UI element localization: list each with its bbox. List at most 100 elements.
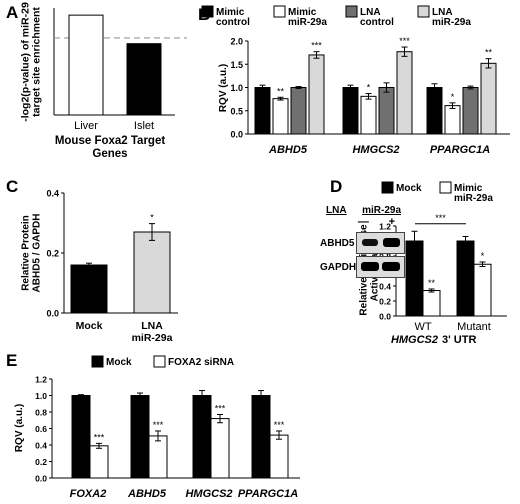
bar <box>456 240 475 317</box>
y-tick-label: 0.4 <box>379 282 391 292</box>
blot-sign-plus: + <box>388 216 396 228</box>
bar <box>360 95 377 135</box>
bar <box>126 43 162 116</box>
y-tick-label: 0.0 <box>35 474 47 484</box>
y-axis-label: RQV (a.u.) <box>14 404 25 452</box>
bar <box>462 87 479 135</box>
bar <box>290 87 307 135</box>
legend-swatch <box>91 355 104 368</box>
y-tick-label: 0.6 <box>35 424 47 434</box>
x-tick-label: miR-29a <box>132 332 173 344</box>
x-tick-label: WT <box>414 321 431 333</box>
y-tick-label: 0.4 <box>46 189 59 199</box>
blot-header: LNA miR-29a <box>320 205 405 216</box>
blot-header-mir: miR-29a <box>362 205 401 216</box>
y-tick-label: 0.5 <box>230 106 243 116</box>
legend-label: Mock <box>396 183 422 194</box>
x-tick-label: ABHD5 <box>127 488 167 500</box>
chart-panel-e: 0.0 0.2 0.4 0.6 0.8 1.0 1.2 RQV (a.u.) Mock FOXA2… <box>14 355 300 500</box>
bar <box>308 54 325 135</box>
y-axis-label: -log2(p-value) of miR-29target site enri… <box>20 2 43 122</box>
x-tick-label: Islet <box>134 120 154 132</box>
bar <box>130 395 150 479</box>
bar <box>405 240 424 317</box>
x-tick-label: Liver <box>74 120 98 132</box>
x-tick-label: PPARGC1A <box>430 144 490 156</box>
bar <box>70 264 108 314</box>
significance-label: *** <box>215 403 226 413</box>
blot-header-lna: LNA <box>326 205 347 216</box>
y-tick-label: 2.0 <box>230 37 243 47</box>
legend-label: LNA <box>360 7 381 18</box>
bar <box>210 418 230 479</box>
bar <box>192 395 212 479</box>
legend-label: FOXA2 siRNA <box>168 357 234 368</box>
bar <box>71 395 91 479</box>
blot-band-image <box>356 256 405 278</box>
y-tick-label: 1.2 <box>35 375 47 385</box>
x-tick-label: PPARGC1A <box>238 488 298 500</box>
legend-swatch <box>273 5 286 18</box>
bar <box>272 98 289 135</box>
blot-band-image <box>355 232 405 254</box>
legend-label: Mimic <box>216 7 245 18</box>
y-tick-label: 0.8 <box>35 408 47 418</box>
chart-panel-c: 0.0 0.2 0.4 Relative ProteinABHD5 / GAPDH Mo… <box>21 189 178 344</box>
panel-letter-a: A <box>6 3 19 22</box>
bar <box>251 395 271 479</box>
bar <box>342 87 359 135</box>
bar <box>426 87 443 135</box>
blot-sign-minus: — <box>357 216 369 228</box>
bar <box>254 87 271 135</box>
bar <box>422 290 441 317</box>
legend-swatch <box>153 355 166 368</box>
y-tick-label: 0.2 <box>379 297 391 307</box>
significance-label: * <box>451 92 455 102</box>
blot-lane-signs: — + <box>320 216 405 230</box>
significance-label: *** <box>153 420 164 430</box>
legend-swatch <box>417 5 430 18</box>
bar <box>444 105 461 135</box>
significance-label: ** <box>277 86 285 96</box>
bar <box>378 87 395 135</box>
significance-label: ** <box>485 48 493 58</box>
significance-label: * <box>481 251 485 261</box>
legend-label: LNA <box>432 7 453 18</box>
y-tick-label: 0.4 <box>35 441 47 451</box>
bracket-significance-label: *** <box>435 213 446 223</box>
blot-row-gapdh: GAPDH <box>320 256 405 278</box>
bar <box>269 434 289 479</box>
y-axis-label: Relative ProteinABHD5 / GAPDH <box>21 214 43 293</box>
panel-letter-c: C <box>6 177 19 196</box>
legend-label: miR-29a <box>288 17 327 28</box>
y-tick-label: 1.2 <box>379 222 391 232</box>
legend-swatch <box>345 5 358 18</box>
x-tick-label: LNA <box>141 320 163 332</box>
x-tick-label: FOXA2 <box>70 488 107 500</box>
legend-swatch <box>201 5 214 18</box>
y-tick-label: 0.0 <box>379 312 391 322</box>
y-tick-label: 0.2 <box>46 249 59 259</box>
legend-label: Mimic <box>288 7 317 18</box>
y-tick-label: 0.0 <box>46 309 59 319</box>
panel-letter-e: E <box>6 351 18 370</box>
bar <box>480 62 497 135</box>
x-tick-label: Mutant <box>457 321 491 333</box>
legend-swatch <box>439 181 452 194</box>
y-tick-label: 0.0 <box>230 130 243 140</box>
significance-label: *** <box>399 36 410 46</box>
y-tick-label: 0.2 <box>35 457 47 467</box>
bar <box>68 14 104 116</box>
legend-label: control <box>360 17 394 28</box>
western-blot: LNA miR-29a — + ABHD5 GAPDH <box>320 205 405 278</box>
y-tick-label: 1.5 <box>230 60 243 70</box>
legend-swatch <box>381 181 394 194</box>
legend-label: control <box>216 17 250 28</box>
legend-label: Mimic <box>454 183 483 194</box>
legend-label: Mock <box>106 357 132 368</box>
x-tick-label: Mock <box>76 320 103 332</box>
x-tick-label: HMGCS2 <box>352 144 399 156</box>
x-tick-label: HMGCS2 <box>185 488 232 500</box>
